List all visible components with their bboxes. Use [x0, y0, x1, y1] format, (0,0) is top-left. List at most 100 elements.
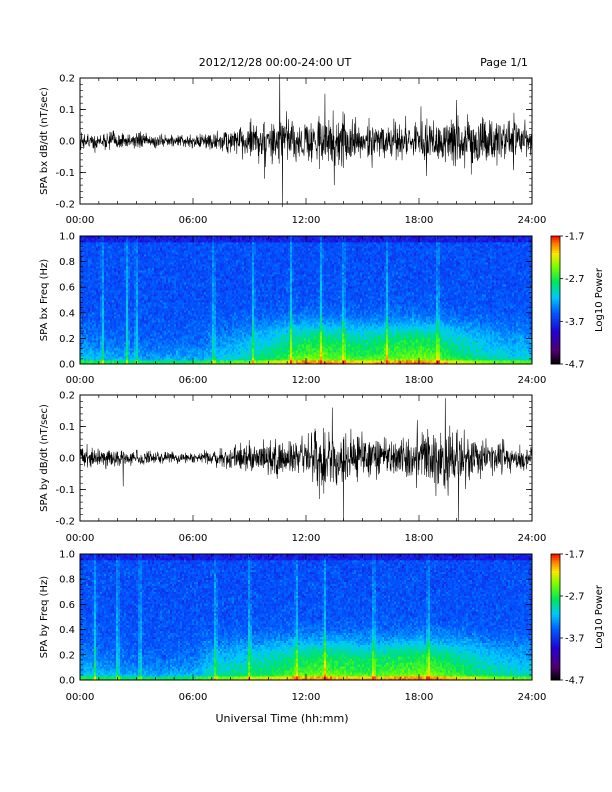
colorbar-segment — [551, 648, 560, 652]
colorbar-segment — [551, 644, 560, 647]
colorbar-segment — [551, 253, 560, 256]
y-tick-label: 0.0 — [59, 676, 75, 687]
colorbar-segment — [551, 596, 560, 599]
x-tick-label: 24:00 — [518, 692, 547, 703]
colorbar-segment — [551, 671, 560, 675]
colorbar-segment — [551, 323, 560, 327]
colorbar-segment — [551, 619, 560, 622]
colorbar-segment — [551, 587, 560, 591]
colorbar-segment — [551, 314, 560, 318]
colorbar-segment — [551, 572, 560, 576]
colorbar-segment — [551, 602, 560, 605]
colorbar-segment — [551, 598, 560, 601]
colorbar-tick-label: -1.7 — [565, 232, 585, 243]
colorbar-segment — [551, 568, 560, 572]
colorbar-segment — [551, 334, 560, 337]
panels: 0.2 0.1 0.0 -0.1 -0.2 00:00 06:00 12:00 18:00 24:… — [39, 74, 605, 704]
x-tick-label: 00:00 — [66, 215, 95, 226]
colorbar-tick-label: -4.7 — [565, 360, 585, 371]
colorbar-segment — [551, 342, 560, 346]
x-tick-label: 06:00 — [179, 215, 208, 226]
colorbar-segment — [551, 652, 560, 656]
colorbar-segment — [551, 291, 560, 295]
colorbar-segment — [551, 270, 560, 273]
page-indicator: Page 1/1 — [480, 56, 528, 69]
colorbar-segment — [551, 246, 560, 250]
colorbar-segment — [551, 659, 560, 662]
colorbar-segment — [551, 554, 560, 557]
colorbar-segment — [551, 340, 560, 344]
spectrogram-cells — [80, 554, 533, 681]
x-tick-label: 12:00 — [292, 533, 321, 544]
colorbar-segment — [551, 600, 560, 603]
colorbar-segment — [551, 617, 560, 620]
colorbar-segment — [551, 669, 560, 673]
colorbar: -1.7 -2.7 -3.7 -4.7 Log10 Power — [550, 550, 605, 687]
colorbar-segment — [551, 640, 560, 643]
colorbar-segment — [551, 562, 560, 565]
colorbar-segment — [551, 332, 560, 335]
colorbar-segment — [551, 310, 560, 314]
colorbar-segment — [551, 661, 560, 664]
colorbar-frame — [550, 553, 561, 681]
colorbar-segment — [551, 656, 560, 660]
colorbar-segment — [551, 675, 560, 679]
y-tick-label: 0.0 — [59, 360, 75, 371]
colorbar-segment — [551, 623, 560, 626]
colorbar-segment — [551, 357, 560, 361]
colorbar-segment — [551, 244, 560, 248]
y-tick-label: 0.1 — [59, 422, 75, 433]
colorbar-segment — [551, 564, 560, 568]
colorbar-segment — [551, 321, 560, 324]
y-tick-label: 0.2 — [59, 74, 75, 85]
y-tick-label: -0.2 — [55, 200, 75, 211]
colorbar-segment — [551, 349, 560, 352]
colorbar-tick-label: -2.7 — [565, 274, 585, 285]
colorbar-segment — [551, 604, 560, 607]
x-tick-label: 18:00 — [405, 692, 434, 703]
colorbar-segment — [551, 278, 560, 282]
x-tick-label: 00:00 — [66, 375, 95, 386]
y-axis-title: SPA bx dB/dt (nT/sec) — [39, 87, 50, 195]
colorbar-segment — [551, 625, 560, 628]
signal-trace — [80, 398, 532, 522]
colorbar-segment — [551, 308, 560, 312]
colorbar: -1.7 -2.7 -3.7 -4.7 Log10 Power — [550, 232, 605, 371]
colorbar-segment — [551, 608, 560, 612]
colorbar-segment — [551, 238, 560, 241]
colorbar-segment — [551, 556, 560, 559]
colorbar-tick-label: -3.7 — [565, 317, 585, 328]
colorbar-segment — [551, 579, 560, 582]
panel-4: -1.7 -2.7 -3.7 -4.7 Log10 Power 1.0 0.8 0.6 0.4 0… — [39, 550, 605, 704]
y-tick-label: 0.4 — [59, 625, 75, 636]
x-tick-label: 06:00 — [179, 692, 208, 703]
x-tick-label: 12:00 — [292, 375, 321, 386]
colorbar-segment — [551, 280, 560, 284]
colorbar-segment — [551, 257, 560, 260]
colorbar-segment — [551, 353, 560, 356]
colorbar-segment — [551, 673, 560, 677]
colorbar-segment — [551, 248, 560, 252]
x-tick-label: 18:00 — [405, 215, 434, 226]
colorbar-segment — [551, 319, 560, 322]
colorbar-segment — [551, 276, 560, 280]
colorbar-segment — [551, 236, 560, 239]
colorbar-segment — [551, 589, 560, 593]
y-tick-label: 1.0 — [59, 550, 75, 561]
date-range-title: 2012/12/28 00:00-24:00 UT — [199, 56, 352, 69]
y-tick-label: 0.8 — [59, 257, 75, 268]
y-tick-label: -0.2 — [55, 517, 75, 528]
colorbar-segment — [551, 336, 560, 339]
colorbar-tick-label: -4.7 — [565, 676, 585, 687]
signal-trace — [80, 74, 532, 208]
colorbar-segment — [551, 654, 560, 658]
colorbar-segment — [551, 642, 560, 645]
x-tick-label: 06:00 — [179, 375, 208, 386]
colorbar-segment — [551, 255, 560, 258]
colorbar-segment — [551, 570, 560, 574]
x-axis-title: Universal Time (hh:mm) — [216, 712, 349, 725]
colorbar-segment — [551, 268, 560, 271]
y-tick-label: 0.0 — [59, 454, 75, 465]
panel-1: 0.2 0.1 0.0 -0.1 -0.2 00:00 06:00 12:00 18:00 24:… — [39, 74, 546, 227]
colorbar-segment — [551, 585, 560, 589]
